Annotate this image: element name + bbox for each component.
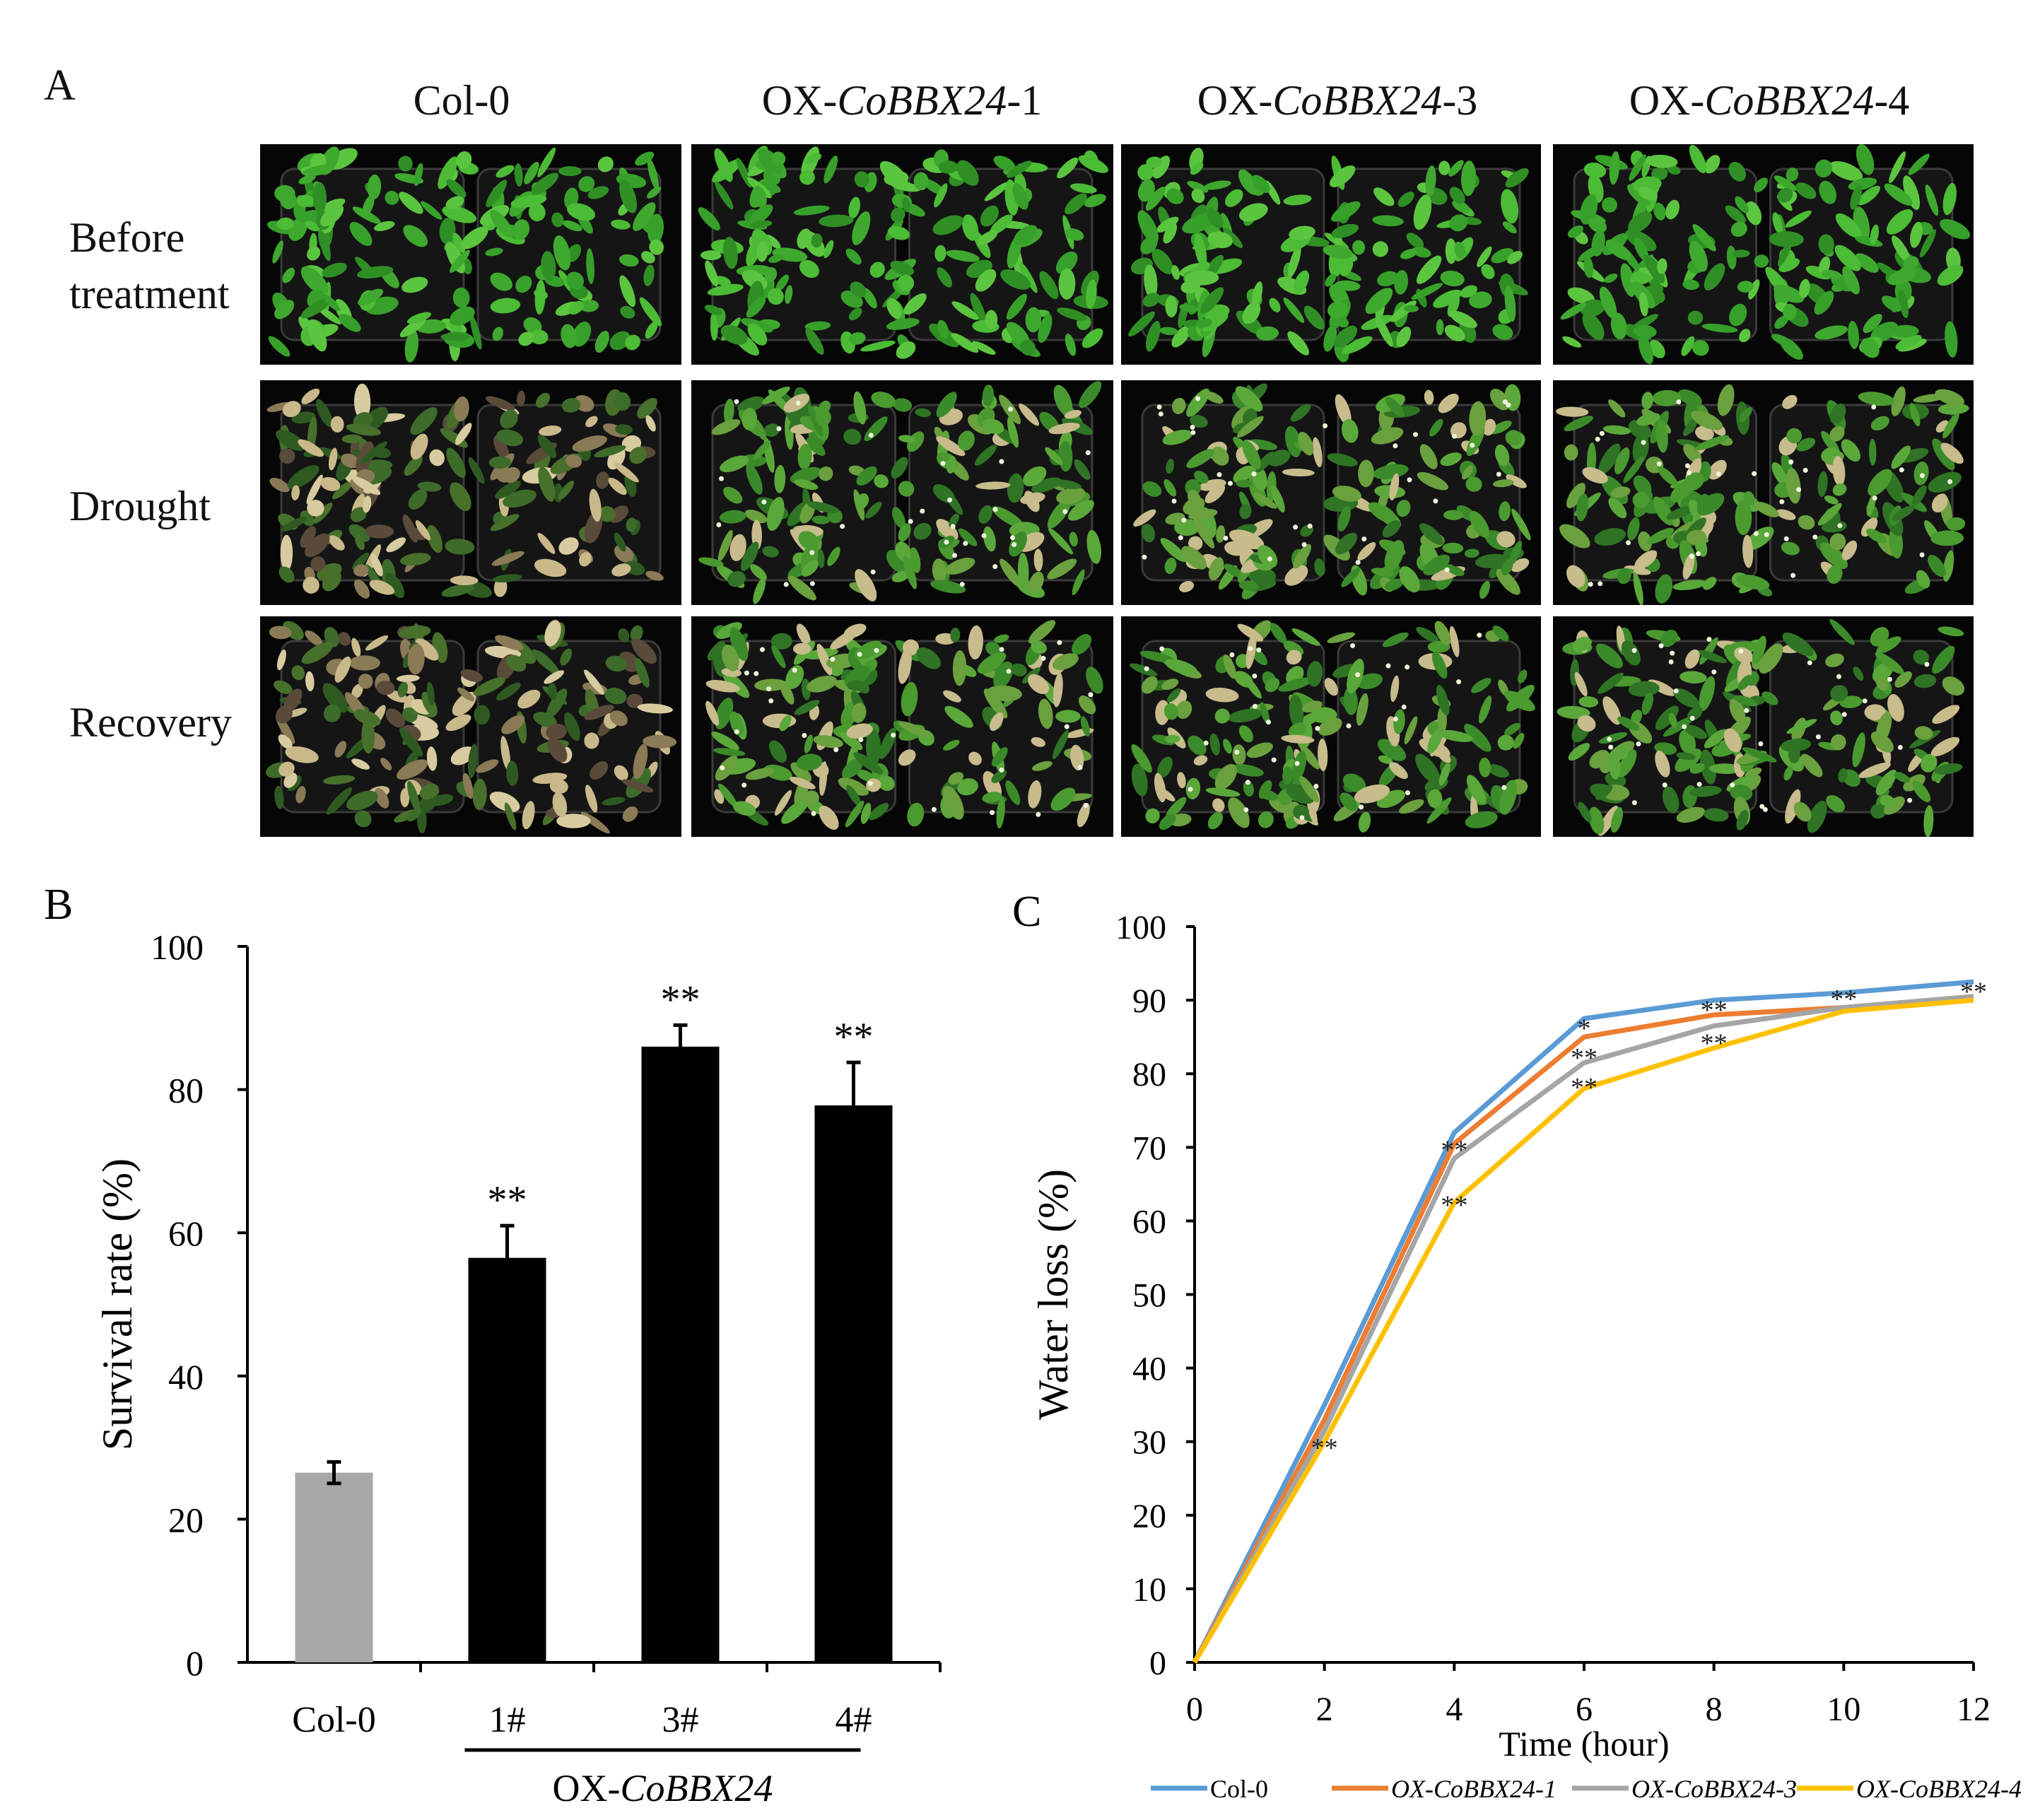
column-header-gene: CoBBX24: [1272, 77, 1443, 124]
column-header-prefix: OX-: [761, 77, 838, 124]
column-header-ox4: OX-CoBBX24-4: [1561, 76, 1978, 125]
significance-label: **: [1701, 996, 1728, 1026]
plant-photo-recovery-4: [1553, 616, 1974, 837]
column-header-gene: CoBBX24: [837, 77, 1007, 124]
row-label-line: Recovery: [69, 699, 232, 746]
plant-photo-recovery-2: [691, 616, 1113, 837]
y-tick-label: 80: [168, 1071, 204, 1110]
x-tick-label: 3#: [662, 1700, 699, 1740]
row-label-line: treatment: [69, 271, 230, 317]
significance-label: **: [1830, 985, 1857, 1014]
significance-label: **: [1441, 1190, 1467, 1220]
significance-label: **: [1960, 977, 1987, 1006]
plant-photo-healthy-4: [1553, 144, 1974, 365]
bar: [641, 1046, 720, 1662]
plant-photo-healthy-1: [260, 144, 681, 365]
panel-b-letter: B: [44, 881, 73, 929]
column-header-gene: CoBBX24: [1704, 77, 1875, 124]
plant-photo-healthy-2: [691, 144, 1113, 365]
y-tick-label: 50: [1132, 1277, 1166, 1315]
y-tick-label: 30: [1132, 1424, 1166, 1462]
panel-a-letter: A: [44, 61, 76, 110]
x-tick-label: 1#: [489, 1700, 526, 1740]
row-label-line: Before: [69, 214, 185, 261]
significance-label: **: [1571, 1043, 1598, 1073]
plant-photo-recovery-3: [1121, 616, 1541, 837]
significance-label: **: [834, 1015, 874, 1059]
y-tick-label: 40: [168, 1357, 204, 1397]
x-tick-label: 4#: [836, 1700, 872, 1740]
y-axis-label: Survival rate (%): [94, 1158, 141, 1450]
group-label-gene: CoBBX24: [621, 1767, 773, 1809]
row-label-drought: Drought: [69, 478, 211, 534]
y-tick-label: 100: [151, 927, 204, 967]
x-tick-label: 0: [1186, 1691, 1203, 1728]
plant-photo-healthy-3: [1121, 144, 1541, 365]
y-axis-label: Water loss (%): [1030, 1169, 1077, 1420]
series-line-0: [1192, 979, 1974, 1664]
column-header-prefix: OX-: [1629, 77, 1705, 124]
survival-rate-bar-chart: B 0 20 40 60 80 100 Survival rate (%) Col-0 ** 1#…: [44, 881, 942, 1809]
panel-c-letter: C: [1012, 888, 1041, 936]
y-tick-label: 0: [186, 1643, 204, 1683]
y-tick-label: 20: [168, 1500, 204, 1539]
column-header-suffix: -1: [1007, 77, 1043, 124]
x-tick-label: 6: [1576, 1691, 1593, 1728]
significance-label: **: [1441, 1135, 1467, 1165]
y-tick-label: 80: [1132, 1056, 1166, 1093]
significance-label: **: [488, 1178, 527, 1222]
y-tick-label: 0: [1149, 1645, 1166, 1682]
y-tick-label: 100: [1115, 909, 1166, 946]
plant-photo-drought-4: [1553, 380, 1974, 605]
significance-label: **: [661, 977, 700, 1021]
plant-photo-drought-1: [260, 380, 681, 605]
significance-label: **: [1311, 1433, 1338, 1463]
y-tick-label: 60: [168, 1214, 204, 1253]
column-header-suffix: -3: [1442, 77, 1478, 124]
legend-label: OX-CoBBX24-4: [1856, 1775, 2022, 1803]
y-tick-label: 20: [1132, 1498, 1166, 1535]
legend-label: OX-CoBBX24-3: [1631, 1775, 1797, 1803]
y-tick-label: 70: [1132, 1129, 1166, 1167]
column-header-col0: Col-0: [253, 76, 670, 125]
x-tick-label: 10: [1827, 1691, 1860, 1728]
series-line-3: [1192, 997, 1974, 1664]
column-header-prefix: OX-: [1197, 77, 1273, 124]
row-label-line: Drought: [69, 483, 211, 529]
column-header-suffix: -4: [1874, 77, 1910, 124]
plant-photo-drought-2: [691, 380, 1113, 605]
column-header-prefix: Col-0: [413, 77, 510, 124]
x-tick-label: 4: [1446, 1691, 1462, 1728]
significance-label: *: [1578, 1014, 1591, 1044]
x-tick-label: 8: [1706, 1691, 1723, 1728]
y-tick-label: 10: [1132, 1571, 1166, 1609]
series-line-2: [1192, 994, 1974, 1664]
significance-label: **: [1571, 1073, 1598, 1103]
row-label-before-treatment: Before treatment: [69, 209, 230, 322]
group-label-prefix: OX-: [553, 1767, 621, 1809]
y-tick-label: 40: [1132, 1351, 1166, 1388]
plant-photo-recovery-1: [260, 616, 681, 837]
legend-label: OX-CoBBX24-1: [1391, 1775, 1557, 1803]
y-tick-label: 90: [1132, 982, 1166, 1020]
x-tick-label: 2: [1316, 1691, 1333, 1728]
bar: [468, 1257, 546, 1662]
bar: [814, 1105, 893, 1662]
significance-label: **: [1701, 1028, 1728, 1058]
x-tick-label: Col-0: [292, 1700, 375, 1740]
x-tick-label: 12: [1957, 1691, 1991, 1728]
plant-photo-drought-3: [1121, 380, 1541, 605]
group-label: OX-CoBBX24: [553, 1767, 773, 1809]
y-tick-label: 60: [1132, 1203, 1166, 1240]
column-header-ox3: OX-CoBBX24-3: [1129, 76, 1546, 125]
x-axis-label: Time (hour): [1499, 1724, 1669, 1763]
row-label-recovery: Recovery: [69, 694, 232, 751]
water-loss-line-chart: C 0 10 20 30 40 50 60 70 80 90 100 0 2 4 6 8 10 12 Water l…: [1012, 888, 2022, 1803]
bar: [295, 1472, 373, 1662]
column-header-ox1: OX-CoBBX24-1: [693, 76, 1110, 125]
legend-label: Col-0: [1210, 1775, 1268, 1803]
